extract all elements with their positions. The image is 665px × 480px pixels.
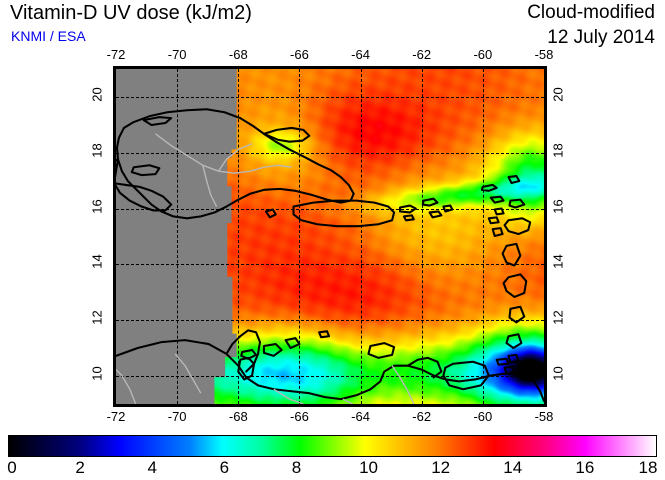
- latitude-tick-label: 16: [550, 198, 566, 214]
- gridline-parallel: [116, 320, 544, 322]
- longitude-tick-label: -58: [534, 409, 554, 424]
- latitude-tick-text: 18: [89, 143, 105, 158]
- latitude-tick-label: 16: [89, 198, 105, 214]
- latitude-tick-text: 20: [550, 87, 566, 102]
- longitude-tick-label: -72: [106, 409, 126, 424]
- map-plot-frame: [113, 66, 547, 407]
- gridline-parallel: [116, 96, 544, 98]
- latitude-tick-label: 14: [550, 254, 566, 270]
- latitude-tick-label: 20: [550, 87, 566, 102]
- gridline-meridian: [482, 69, 484, 404]
- colorbar-tick-label: 18: [638, 458, 658, 477]
- gridline-parallel: [116, 208, 544, 210]
- latitude-tick-label: 10: [89, 366, 105, 381]
- latitude-tick-text: 12: [89, 310, 105, 325]
- gridline-meridian: [421, 69, 423, 404]
- longitude-tick-label: -64: [351, 47, 370, 62]
- colorbar-tick-label: 16: [575, 458, 595, 477]
- longitude-tick-label: -68: [228, 409, 248, 424]
- latitude-tick-label: 18: [89, 143, 105, 158]
- colorbar-tick-label: 14: [503, 458, 523, 477]
- latitude-tick-label: 10: [550, 366, 566, 381]
- latitude-tick-text: 10: [89, 366, 105, 381]
- latitude-tick-label: 12: [550, 310, 566, 325]
- colorbar-tick-label: 10: [359, 458, 379, 477]
- latitude-tick-label: 12: [89, 310, 105, 325]
- gridline-parallel: [116, 152, 544, 154]
- gridline-meridian: [177, 69, 179, 404]
- latitude-tick-text: 12: [550, 310, 566, 325]
- colorbar-tick-label: 12: [431, 458, 451, 477]
- longitude-tick-label: -64: [351, 409, 370, 424]
- latitude-tick-label: 20: [89, 87, 105, 102]
- colorbar-gradient: [8, 435, 657, 457]
- gridline-parallel: [116, 376, 544, 378]
- date-label: 12 July 2014: [547, 27, 655, 48]
- colorbar-tick-label: 0: [7, 458, 17, 477]
- latitude-tick-label: 14: [89, 254, 105, 270]
- colorbar-tick-label: 6: [219, 458, 230, 477]
- latitude-tick-text: 10: [550, 366, 566, 381]
- colorbar-tick-label: 2: [75, 458, 85, 477]
- colorbar: [8, 435, 657, 457]
- latitude-tick-text: 14: [89, 254, 105, 270]
- longitude-tick-label: -62: [412, 409, 432, 424]
- longitude-tick-label: -68: [228, 47, 248, 62]
- product-type-label: Cloud-modified: [527, 2, 655, 23]
- longitude-tick-label: -62: [412, 47, 432, 62]
- latitude-tick-text: 16: [89, 198, 105, 214]
- gridline-meridian: [360, 69, 362, 404]
- longitude-tick-label: -70: [167, 47, 187, 62]
- latitude-tick-text: 16: [550, 198, 566, 214]
- latitude-tick-text: 18: [550, 143, 566, 158]
- longitude-tick-label: -70: [167, 409, 187, 424]
- source-attribution: KNMI / ESA: [11, 28, 86, 44]
- colorbar-tick-label: 4: [147, 458, 157, 477]
- coastline-overlay: [116, 108, 544, 404]
- latitude-tick-label: 18: [550, 143, 566, 158]
- longitude-tick-label: -58: [534, 47, 554, 62]
- gridline-meridian: [299, 69, 301, 404]
- longitude-tick-label: -66: [290, 47, 309, 62]
- longitude-tick-label: -60: [473, 409, 493, 424]
- colorbar-tick-label: 8: [291, 458, 302, 477]
- longitude-tick-label: -66: [290, 409, 309, 424]
- latitude-tick-text: 20: [89, 87, 105, 102]
- longitude-tick-label: -60: [473, 47, 493, 62]
- gridline-parallel: [116, 264, 544, 266]
- gridline-meridian: [238, 69, 240, 404]
- map-plot-area: [116, 69, 544, 404]
- page-title: Vitamin-D UV dose (kJ/m2): [10, 2, 252, 24]
- latitude-tick-text: 14: [550, 254, 566, 270]
- longitude-tick-label: -72: [106, 47, 126, 62]
